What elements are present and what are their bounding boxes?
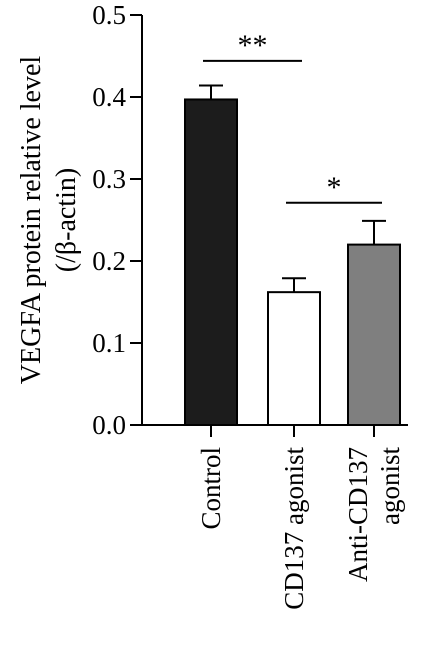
significance-label: *	[327, 171, 342, 204]
y-tick-label: 0.4	[92, 82, 126, 112]
category-label: Control	[196, 447, 226, 530]
error-bars	[199, 84, 386, 293]
bar	[184, 98, 238, 427]
bars	[184, 98, 401, 427]
y-axis-title-line: (/β-actin)	[51, 168, 82, 272]
category-label: agonist	[375, 447, 405, 525]
significance-label: **	[238, 29, 268, 62]
significance-markers: ***	[203, 29, 382, 204]
y-tick-label: 0.3	[92, 164, 126, 194]
y-tick-label: 0.5	[92, 0, 126, 30]
x-axis	[142, 424, 408, 437]
y-tick-label: 0.1	[92, 328, 126, 358]
y-axis-title: VEGFA protein relative level (/β-actin)	[16, 56, 82, 385]
y-axis-title-line: VEGFA protein relative level	[16, 56, 47, 385]
category-label: Anti-CD137	[343, 447, 373, 582]
y-tick-label: 0.2	[92, 246, 126, 276]
y-tick-label: 0.0	[92, 410, 126, 440]
category-label: CD137 agonist	[279, 447, 309, 610]
y-axis: 0.0 0.1 0.2 0.3 0.4 0.5	[92, 0, 143, 440]
category-labels: Control CD137 agonist Anti-CD137 agonist	[196, 447, 405, 610]
bar	[347, 243, 401, 426]
bar	[267, 291, 321, 426]
